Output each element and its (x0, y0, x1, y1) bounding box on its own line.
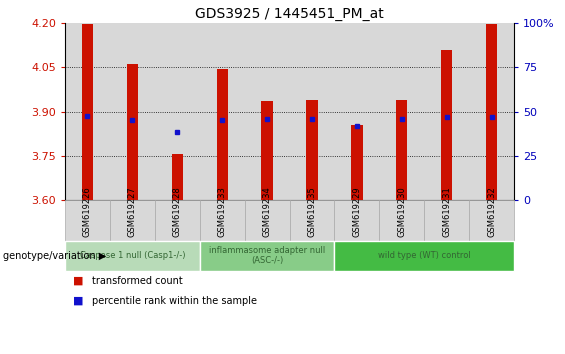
Text: inflammasome adapter null
(ASC-/-): inflammasome adapter null (ASC-/-) (209, 246, 325, 266)
Bar (289, 23, 334, 200)
Bar (82, 24, 93, 200)
Bar (486, 24, 497, 200)
Bar (172, 154, 183, 200)
Bar (351, 125, 363, 200)
Bar (380, 23, 424, 200)
Text: ■: ■ (73, 296, 84, 306)
Bar (65, 23, 110, 200)
Text: GSM619226: GSM619226 (83, 187, 92, 237)
Text: GSM619229: GSM619229 (353, 187, 362, 237)
Bar (262, 101, 273, 200)
Text: GSM619228: GSM619228 (173, 187, 182, 237)
Bar (441, 50, 453, 200)
Text: GSM619230: GSM619230 (397, 187, 406, 237)
Title: GDS3925 / 1445451_PM_at: GDS3925 / 1445451_PM_at (195, 7, 384, 21)
Bar (216, 69, 228, 200)
Text: transformed count: transformed count (92, 276, 182, 286)
Bar (200, 23, 245, 200)
Text: Caspase 1 null (Casp1-/-): Caspase 1 null (Casp1-/-) (80, 251, 185, 260)
Text: GSM619234: GSM619234 (263, 187, 272, 237)
Bar (245, 23, 289, 200)
Bar (306, 100, 318, 200)
Text: percentile rank within the sample: percentile rank within the sample (92, 296, 257, 306)
Bar (334, 23, 380, 200)
Bar (127, 64, 138, 200)
Text: GSM619233: GSM619233 (218, 186, 227, 237)
Bar (396, 100, 407, 200)
Text: GSM619231: GSM619231 (442, 187, 451, 237)
Text: GSM619235: GSM619235 (307, 187, 316, 237)
Bar (469, 23, 514, 200)
Bar (424, 23, 469, 200)
Bar (155, 23, 200, 200)
Bar (110, 23, 155, 200)
Text: wild type (WT) control: wild type (WT) control (378, 251, 471, 260)
Text: genotype/variation ▶: genotype/variation ▶ (3, 251, 106, 261)
Text: GSM619232: GSM619232 (487, 187, 496, 237)
Text: ■: ■ (73, 276, 84, 286)
Text: GSM619227: GSM619227 (128, 187, 137, 237)
